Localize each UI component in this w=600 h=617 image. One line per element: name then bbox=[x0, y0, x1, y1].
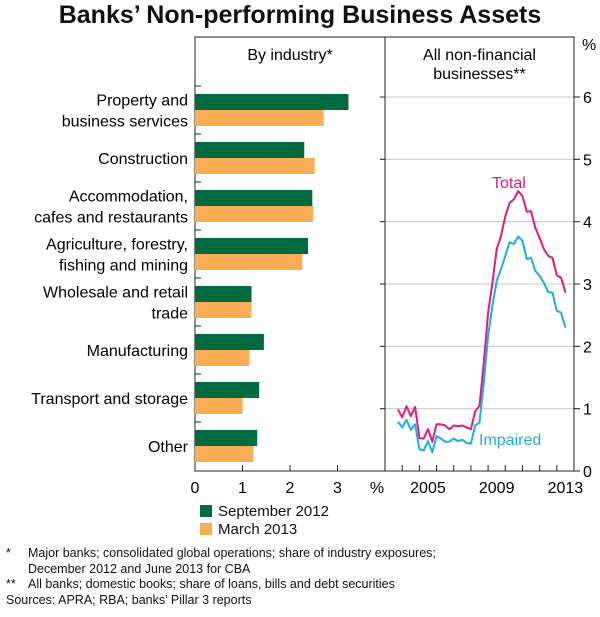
panel-title-all-businesses: All non-financial bbox=[423, 47, 536, 64]
bar-march-2013 bbox=[195, 158, 315, 174]
legend-item-march-2013: March 2013 bbox=[200, 521, 297, 539]
footnote-mark: * bbox=[6, 546, 11, 560]
x-tick-label: 2009 bbox=[479, 480, 515, 497]
y-tick-label: 6 bbox=[583, 90, 592, 107]
x-tick-label: 2013 bbox=[548, 480, 584, 497]
bar-march-2013 bbox=[195, 302, 252, 318]
bar-march-2013 bbox=[195, 446, 254, 462]
bar-september-2012 bbox=[195, 286, 252, 302]
legend-label: March 2013 bbox=[218, 521, 298, 538]
bar-march-2013 bbox=[195, 254, 303, 270]
sources: Sources: APRA; RBA; banks’ Pillar 3 repo… bbox=[6, 592, 252, 607]
bar-march-2013 bbox=[195, 350, 250, 366]
legend-label: September 2012 bbox=[218, 503, 329, 520]
bar-september-2012 bbox=[195, 238, 309, 254]
legend-swatch bbox=[200, 505, 212, 517]
y-tick-label: 1 bbox=[583, 402, 592, 419]
y-tick-label: 3 bbox=[583, 277, 592, 294]
series-line-total bbox=[397, 190, 567, 443]
bar-september-2012 bbox=[195, 382, 260, 398]
footnote-line: Major banks; consolidated global operati… bbox=[28, 546, 436, 560]
y-unit-label: % bbox=[582, 37, 596, 54]
legend-swatch bbox=[200, 523, 212, 535]
category-label: Manufacturing bbox=[87, 343, 188, 360]
legend-item-september-2012: September 2012 bbox=[200, 503, 329, 521]
panel-title-all-businesses: businesses** bbox=[433, 66, 526, 83]
y-tick-label: 0 bbox=[583, 464, 592, 481]
category-label: business services bbox=[62, 114, 188, 131]
footnote-1: * Major banks; consolidated global opera… bbox=[6, 546, 436, 577]
x-tick-label: 2 bbox=[286, 480, 295, 497]
x-tick-label: 3 bbox=[333, 480, 342, 497]
category-label: Transport and storage bbox=[31, 391, 188, 408]
category-label: cafes and restaurants bbox=[34, 210, 188, 227]
bar-march-2013 bbox=[195, 398, 243, 414]
bar-september-2012 bbox=[195, 334, 264, 350]
category-label: Accommodation, bbox=[69, 189, 188, 206]
category-label: fishing and mining bbox=[59, 258, 188, 275]
chart-title: Banks’ Non-performing Business Assets bbox=[58, 1, 542, 29]
footnote-2: ** All banks; domestic books; share of l… bbox=[6, 577, 436, 593]
x-tick-label: 0 bbox=[191, 480, 200, 497]
footnote-line: December 2012 and June 2013 for CBA bbox=[28, 561, 251, 576]
series-label-total: Total bbox=[492, 175, 526, 192]
bar-march-2013 bbox=[195, 110, 324, 126]
bar-september-2012 bbox=[195, 142, 305, 158]
x-unit-label: % bbox=[370, 480, 384, 497]
footnote-line: All banks; domestic books; share of loan… bbox=[28, 577, 395, 591]
bar-september-2012 bbox=[195, 94, 349, 110]
x-tick-label: 1 bbox=[238, 480, 247, 497]
bar-september-2012 bbox=[195, 430, 258, 446]
bar-march-2013 bbox=[195, 206, 314, 222]
y-tick-label: 5 bbox=[583, 152, 592, 169]
category-label: Construction bbox=[98, 151, 188, 168]
y-tick-label: 2 bbox=[583, 339, 592, 356]
series-label-impaired: Impaired bbox=[479, 432, 541, 449]
category-label: Property and bbox=[96, 93, 188, 110]
category-label: Other bbox=[148, 439, 189, 456]
bar-september-2012 bbox=[195, 190, 313, 206]
footnote-mark: ** bbox=[6, 577, 16, 591]
panel-title-by-industry: By industry* bbox=[247, 47, 332, 64]
category-label: Agriculture, forestry, bbox=[46, 237, 188, 254]
y-tick-label: 4 bbox=[583, 215, 592, 232]
series-line-impaired bbox=[397, 235, 567, 454]
category-label: Wholesale and retail bbox=[43, 285, 188, 302]
footnotes: * Major banks; consolidated global opera… bbox=[6, 546, 436, 608]
x-tick-label: 2005 bbox=[410, 480, 446, 497]
category-label: trade bbox=[152, 306, 189, 323]
